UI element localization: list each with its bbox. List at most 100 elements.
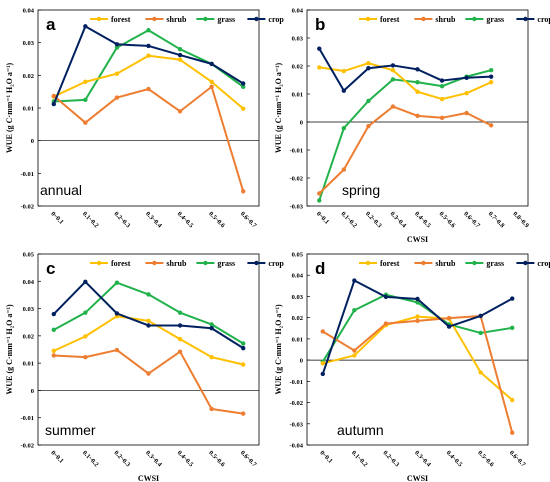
y-tick-label: 0.03 [292, 294, 304, 301]
data-point-shrub [114, 95, 120, 100]
y-axis-title: WUE (g C·mm⁻¹ H₂O a⁻¹) [5, 63, 14, 154]
data-point-shrub [415, 113, 420, 119]
y-tick-label: 0.02 [292, 315, 303, 322]
data-point-forest [320, 361, 325, 366]
data-point-forest [464, 90, 469, 96]
plot-frame [37, 9, 260, 207]
data-point-shrub [241, 189, 246, 194]
x-tick-label: 0.2~0.3 [382, 449, 401, 468]
data-point-forest [366, 61, 371, 66]
data-point-grass [83, 97, 88, 103]
series-line-crop [318, 48, 492, 92]
legend-label-crop: crop [268, 259, 284, 268]
y-tick-label: 0 [300, 120, 303, 127]
legend-marker [365, 260, 371, 266]
legend-label-forest: forest [380, 15, 400, 24]
data-point-forest [83, 334, 88, 339]
data-point-crop [478, 313, 483, 319]
data-point-grass [114, 280, 120, 285]
legend-marker [472, 16, 477, 22]
y-axis-title: WUE (g C·mm⁻¹ H₂O a⁻¹) [274, 304, 283, 395]
data-point-grass [209, 322, 214, 327]
x-tick-label: 0.5~0.6 [207, 449, 226, 468]
data-point-crop [51, 101, 56, 107]
data-point-forest [317, 65, 322, 70]
data-point-shrub [439, 115, 445, 121]
data-point-grass [241, 84, 246, 89]
x-tick-label: 0.6~0.7 [239, 210, 258, 229]
y-tick-label: 0.03 [23, 40, 35, 47]
data-point-shrub [177, 109, 183, 114]
x-tick-label: 0~0.1 [49, 449, 64, 464]
data-point-grass [177, 47, 183, 52]
y-tick-label: -0.02 [289, 400, 303, 407]
panel-letter: c [46, 259, 55, 278]
data-point-shrub [83, 120, 88, 125]
y-tick-label: 0.04 [23, 279, 35, 286]
data-point-grass [478, 330, 483, 336]
data-point-shrub [446, 315, 452, 321]
x-tick-label: 0.2~0.3 [364, 210, 383, 229]
panel-letter: a [46, 15, 56, 34]
legend-label-crop: crop [537, 259, 550, 268]
data-point-grass [510, 325, 515, 331]
data-point-crop [241, 81, 246, 86]
data-point-shrub [209, 406, 214, 412]
data-point-shrub [510, 430, 515, 435]
x-tick-label: 0.5~0.6 [476, 449, 495, 468]
data-point-forest [146, 53, 151, 58]
x-tick-label: 0.3~0.4 [144, 210, 163, 229]
data-point-forest [439, 96, 445, 102]
legend-label-forest: forest [111, 15, 131, 24]
x-tick-label: 0.4~0.5 [176, 210, 195, 229]
plot-frame [306, 253, 529, 446]
data-point-shrub [320, 329, 325, 334]
y-tick-label: -0.03 [289, 421, 303, 428]
chart-panel-a: 0.04 0.03 0.02 0.01 0 -0.01 -0.02 0~0.1 0.1~0.2 0… [5, 8, 284, 230]
data-point-grass [439, 83, 445, 89]
y-tick-label: 0.02 [23, 333, 34, 340]
data-point-shrub [366, 124, 371, 129]
legend-marker [254, 260, 259, 266]
data-point-crop [51, 311, 56, 317]
legend-label-grass: grass [486, 259, 504, 268]
y-tick-label: -0.02 [20, 204, 34, 211]
data-point-forest [209, 79, 214, 85]
data-point-forest [341, 68, 347, 74]
legend-label-forest: forest [111, 259, 131, 268]
legend-marker [203, 16, 208, 22]
data-point-crop [415, 67, 420, 72]
data-point-shrub [114, 347, 120, 353]
series-line-shrub [53, 349, 244, 415]
data-point-forest [51, 348, 56, 354]
x-tick-label: 0.8~0.9 [511, 210, 530, 229]
x-tick-label: 0.2~0.3 [113, 449, 132, 468]
data-point-crop [177, 52, 183, 58]
legend-marker [152, 260, 157, 266]
plot-frame [37, 253, 260, 446]
data-point-grass [146, 28, 151, 33]
x-tick-label: 0.4~0.5 [445, 449, 464, 468]
x-tick-label: 0.1~0.2 [350, 449, 369, 468]
series-line-grass [53, 281, 244, 345]
legend-label-grass: grass [217, 259, 235, 268]
data-point-crop [510, 296, 515, 301]
y-tick-label: 0.02 [23, 73, 34, 80]
data-point-crop [415, 296, 420, 302]
data-point-forest [146, 318, 151, 324]
series-line-forest [319, 62, 492, 101]
data-point-forest [177, 57, 183, 62]
x-tick-label: 0.7~0.8 [487, 210, 506, 229]
data-point-grass [177, 310, 183, 315]
data-point-shrub [317, 191, 322, 196]
legend-marker [472, 260, 477, 266]
data-point-crop [317, 46, 322, 51]
x-tick-label: 0.5~0.6 [207, 210, 226, 229]
y-tick-label: -0.01 [20, 415, 34, 422]
y-tick-label: 0.01 [23, 106, 34, 113]
data-point-grass [366, 98, 371, 104]
chart-panel-c: 0.05 0.04 0.03 0.02 0.01 0 -0.01 -0.02 0~0.1 0.1~… [5, 252, 284, 482]
data-point-forest [510, 397, 515, 403]
legend-label-shrub: shrub [435, 259, 456, 268]
